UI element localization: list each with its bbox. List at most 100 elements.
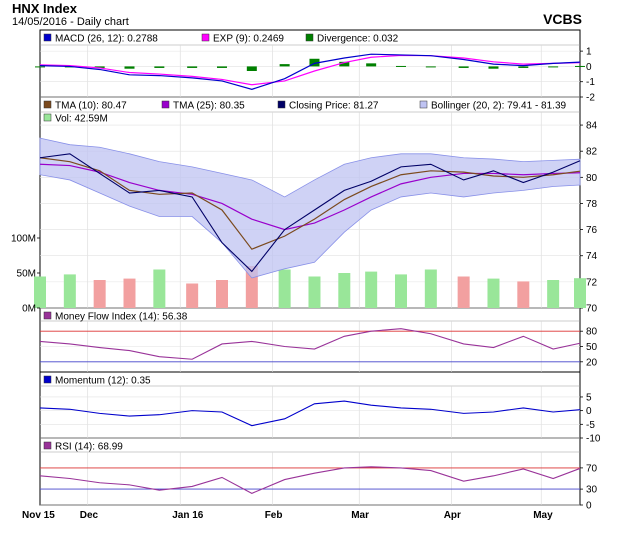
divergence-bar — [35, 66, 45, 68]
volume-bar — [153, 269, 166, 308]
y-tick-label: -10 — [586, 434, 601, 445]
y-tick-label: 80 — [586, 327, 598, 338]
volume-bar — [63, 274, 76, 308]
legend-label-tma10: TMA (10): 80.47 — [55, 101, 127, 112]
x-tick-label: Feb — [265, 510, 283, 521]
legend-swatch-divergence — [305, 33, 314, 42]
y-tick-label: 0 — [586, 501, 592, 512]
legend-swatch-closing — [277, 100, 286, 109]
divergence-bar — [154, 66, 165, 68]
legend-swatch-tma25 — [161, 100, 170, 109]
x-tick-label: Nov 15 — [22, 510, 55, 521]
volume-tick-label: 0M — [22, 304, 36, 315]
legend-swatch-vol — [43, 113, 52, 122]
divergence-bar — [309, 58, 320, 67]
y-tick-label: 0 — [586, 406, 592, 417]
legend-label-bollinger: Bollinger (20, 2): 79.41 - 81.39 — [431, 101, 567, 112]
volume-bar — [487, 278, 500, 308]
legend-label-momentum: Momentum (12): 0.35 — [55, 376, 151, 387]
y-tick-label: 72 — [586, 277, 598, 288]
volume-bar — [574, 278, 586, 308]
tma10-line — [39, 157, 581, 250]
y-tick-label: 1 — [586, 47, 592, 58]
macd-line — [39, 53, 581, 90]
rsi-line — [39, 466, 581, 494]
bollinger-band — [39, 137, 581, 279]
y-tick-label: 70 — [586, 463, 598, 474]
legend-label-closing: Closing Price: 81.27 — [289, 101, 379, 112]
y-tick-label: -1 — [586, 77, 595, 88]
volume-bar — [215, 280, 228, 308]
legend-label-macd: MACD (26, 12): 0.2788 — [55, 34, 158, 45]
volume-bar — [547, 280, 560, 308]
volume-bar — [93, 280, 106, 308]
legend-swatch-momentum — [43, 375, 52, 384]
volume-tick-label: 100M — [11, 234, 36, 245]
panel-momentum — [39, 371, 581, 439]
divergence-bar — [458, 66, 469, 68]
money-flow-index-line — [39, 328, 581, 360]
divergence-bar — [339, 61, 350, 67]
legend-label-vol: Vol: 42.59M — [55, 114, 108, 125]
volume-bar — [365, 271, 378, 308]
divergence-bar — [94, 66, 105, 68]
divergence-bar — [575, 65, 585, 67]
volume-bar — [308, 276, 321, 308]
x-tick-label: Jan 16 — [172, 510, 204, 521]
divergence-bar — [124, 66, 135, 69]
legend-label-rsi: RSI (14): 68.99 — [55, 442, 123, 453]
legend-swatch-exp — [201, 33, 210, 42]
y-tick-label: 50 — [586, 342, 598, 353]
y-tick-label: 78 — [586, 199, 598, 210]
y-tick-label: -5 — [586, 420, 595, 431]
volume-bar — [338, 273, 351, 308]
y-tick-label: 5 — [586, 392, 592, 403]
legend-swatch-macd — [43, 33, 52, 42]
divergence-bar — [216, 66, 227, 68]
divergence-bar — [425, 66, 436, 68]
volume-bar — [123, 278, 136, 308]
chart-title: HNX Index — [12, 1, 78, 16]
y-tick-label: 30 — [586, 485, 598, 496]
divergence-bar — [246, 66, 257, 71]
y-tick-label: 0 — [586, 62, 592, 73]
momentum-line — [39, 400, 581, 427]
y-tick-label: 82 — [586, 147, 598, 158]
x-tick-label: Apr — [444, 510, 461, 521]
x-tick-label: Dec — [80, 510, 99, 521]
legend-swatch-mfi — [43, 311, 52, 320]
exp-line — [39, 54, 581, 86]
legend-label-divergence: Divergence: 0.032 — [317, 34, 399, 45]
tma25-line — [39, 163, 581, 231]
volume-bar — [278, 269, 291, 308]
y-tick-label: 76 — [586, 225, 598, 236]
brand-label: VCBS — [543, 11, 582, 27]
volume-bar — [424, 269, 437, 308]
legend-swatch-bollinger — [419, 100, 428, 109]
y-tick-label: -2 — [586, 93, 595, 104]
divergence-bar — [279, 64, 290, 67]
panel-mfi — [39, 307, 581, 373]
legend-swatch-tma10 — [43, 100, 52, 109]
chart-subtitle: 14/05/2016 - Daily chart — [12, 16, 129, 28]
divergence-bar — [488, 66, 499, 69]
y-tick-label: 20 — [586, 357, 598, 368]
divergence-bar — [518, 66, 529, 68]
volume-tick-label: 50M — [17, 269, 36, 280]
volume-bar — [34, 276, 46, 308]
legend-swatch-rsi — [43, 441, 52, 450]
x-tick-label: Mar — [351, 510, 369, 521]
x-tick-label: May — [533, 510, 553, 521]
divergence-bar — [395, 65, 406, 67]
y-tick-label: 84 — [586, 121, 598, 132]
volume-bar — [517, 281, 530, 308]
y-tick-label: 74 — [586, 251, 598, 262]
divergence-bar — [187, 66, 198, 68]
closing-price-line — [39, 153, 581, 273]
legend-label-mfi: Money Flow Index (14): 56.38 — [55, 312, 188, 323]
divergence-bar — [548, 66, 559, 68]
volume-bar — [186, 283, 199, 308]
y-tick-label: 80 — [586, 173, 598, 184]
legend-label-exp: EXP (9): 0.2469 — [213, 34, 284, 45]
